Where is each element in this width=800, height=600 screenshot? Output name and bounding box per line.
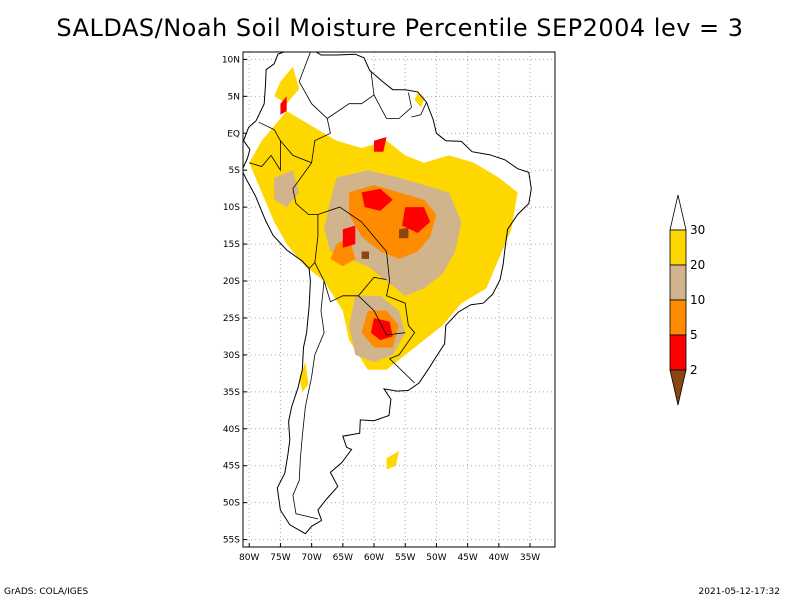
lat-tick-label: EQ <box>227 129 240 139</box>
country-border <box>308 262 316 269</box>
coastline <box>243 52 532 535</box>
lon-tick-label: 80W <box>239 553 259 563</box>
country-border <box>373 94 412 119</box>
country-border <box>358 295 406 336</box>
moisture-region <box>274 170 300 208</box>
legend-label: 20 <box>690 258 705 272</box>
lat-tick-label: 55S <box>223 536 240 546</box>
lat-tick-label: 30S <box>223 351 240 361</box>
moisture-region <box>280 96 287 115</box>
moisture-region <box>374 137 387 152</box>
lat-tick-label: 35S <box>223 388 240 398</box>
legend-swatch <box>669 229 687 266</box>
lon-tick-label: 35W <box>520 553 540 563</box>
lon-tick-label: 60W <box>364 553 384 563</box>
country-border <box>326 70 375 119</box>
footer-credit: GrADS: COLA/IGES <box>4 587 89 597</box>
legend-label: 10 <box>690 293 705 307</box>
legend-label: 30 <box>690 223 705 237</box>
moisture-region <box>299 362 309 392</box>
legend-swatch <box>669 264 687 301</box>
moisture-region <box>361 251 369 259</box>
lat-tick-label: 10N <box>222 55 240 65</box>
moisture-region <box>361 188 393 211</box>
moisture-region <box>274 66 300 104</box>
country-border <box>249 121 281 172</box>
country-border <box>408 92 412 108</box>
lon-tick-label: 70W <box>301 553 321 563</box>
country-border <box>411 102 427 118</box>
country-border <box>292 280 325 520</box>
moisture-region <box>342 225 356 248</box>
legend-swatch-above <box>669 194 687 231</box>
legend-label: 5 <box>690 328 698 342</box>
country-border <box>280 140 312 164</box>
lat-tick-label: 15S <box>223 240 240 250</box>
plot-frame <box>242 51 556 548</box>
lon-tick-label: 65W <box>333 553 353 563</box>
country-border <box>292 52 416 384</box>
moisture-region <box>414 92 424 108</box>
legend-label: 2 <box>690 363 698 377</box>
footer-timestamp: 2021-05-12-17:32 <box>698 587 781 597</box>
lon-tick-label: 55W <box>395 553 415 563</box>
lat-tick-label: 5N <box>228 92 240 102</box>
lat-tick-label: 40S <box>223 425 240 435</box>
lon-tick-label: 75W <box>270 553 290 563</box>
axis-ticks: 80W 75W 70W 65W 60W 55W 50W 45W 40W 35W 10N 5N EQ 5S 1… <box>222 55 540 563</box>
lat-tick-label: 50S <box>223 499 240 509</box>
moisture-region <box>386 451 399 470</box>
lat-tick-label: 5S <box>229 166 241 176</box>
lon-tick-label: 50W <box>426 553 446 563</box>
moisture-region <box>399 227 409 239</box>
map-title: SALDAS/Noah Soil Moisture Percentile SEP… <box>56 14 744 42</box>
country-border <box>314 214 387 303</box>
lat-tick-label: 25S <box>223 314 240 324</box>
soil-moisture-shading <box>243 52 532 534</box>
color-legend: 2 5 10 20 30 <box>669 194 705 406</box>
lon-tick-label: 45W <box>457 553 477 563</box>
lat-tick-label: 45S <box>223 462 240 472</box>
legend-swatch <box>669 299 687 336</box>
moisture-region <box>402 207 431 233</box>
lon-tick-label: 40W <box>489 553 509 563</box>
legend-swatch-below <box>669 369 687 406</box>
lat-tick-label: 10S <box>223 203 240 213</box>
lat-tick-label: 20S <box>223 277 240 287</box>
legend-swatch <box>669 334 687 371</box>
